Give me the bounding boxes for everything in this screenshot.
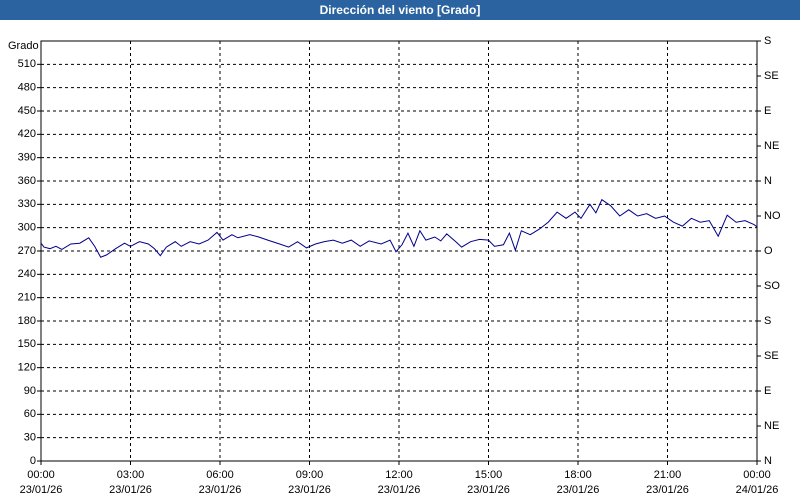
y-tick-label: 420	[18, 128, 36, 140]
y-tick-label: 450	[18, 105, 36, 117]
y2-tick-label: SE	[764, 350, 779, 362]
x-tick-label: 00:00 24/01/26	[735, 469, 779, 496]
y2-tick-label: SE	[764, 70, 779, 82]
y2-tick-label: NE	[764, 140, 779, 152]
y-tick-label: 270	[18, 245, 36, 257]
y-tick-label: 510	[18, 58, 36, 70]
y2-tick-label: E	[764, 385, 771, 397]
y-tick-label: 330	[18, 198, 36, 210]
y-tick-label: 30	[24, 432, 36, 444]
x-tick-label: 21:00 23/01/26	[646, 469, 689, 496]
y-tick-label: 300	[18, 222, 36, 234]
y2-tick-label: E	[764, 105, 771, 117]
y-tick-label: 90	[24, 385, 36, 397]
y-tick-label: 240	[18, 268, 36, 280]
y-tick-label: 150	[18, 338, 36, 350]
data-line	[40, 198, 758, 258]
y-tick-label: 210	[18, 292, 36, 304]
y2-tick-label: S	[764, 35, 771, 47]
x-tick-label: 00:00 23/01/26	[19, 469, 63, 496]
y-tick-label: 390	[18, 152, 36, 164]
y-tick-label: 480	[18, 82, 36, 94]
y-tick-label: 180	[18, 315, 36, 327]
y2-tick-label: O	[764, 245, 773, 257]
x-tick-label: 18:00 23/01/26	[556, 469, 600, 496]
y-tick-label: 360	[18, 175, 36, 187]
y2-tick-label: NE	[764, 420, 779, 432]
y-axis-label: Grado	[8, 40, 39, 52]
y2-tick-label: N	[764, 455, 772, 467]
y2-tick-label: SO	[764, 280, 780, 292]
y2-tick-label: NO	[764, 210, 781, 222]
y2-tick-label: S	[764, 315, 771, 327]
x-tick-label: 09:00 23/01/26	[288, 469, 331, 496]
y-tick-label: 0	[30, 455, 36, 467]
x-tick-label: 12:00 23/01/26	[377, 469, 421, 496]
x-tick-label: 15:00 23/01/26	[467, 469, 510, 496]
y2-tick-label: N	[764, 175, 772, 187]
chart-title: Dirección del viento [Grado]	[0, 0, 800, 20]
y-tick-label: 60	[24, 408, 36, 420]
x-tick-label: 03:00 23/01/26	[109, 469, 152, 496]
y-tick-label: 120	[18, 362, 36, 374]
x-tick-label: 06:00 23/01/26	[198, 469, 242, 496]
